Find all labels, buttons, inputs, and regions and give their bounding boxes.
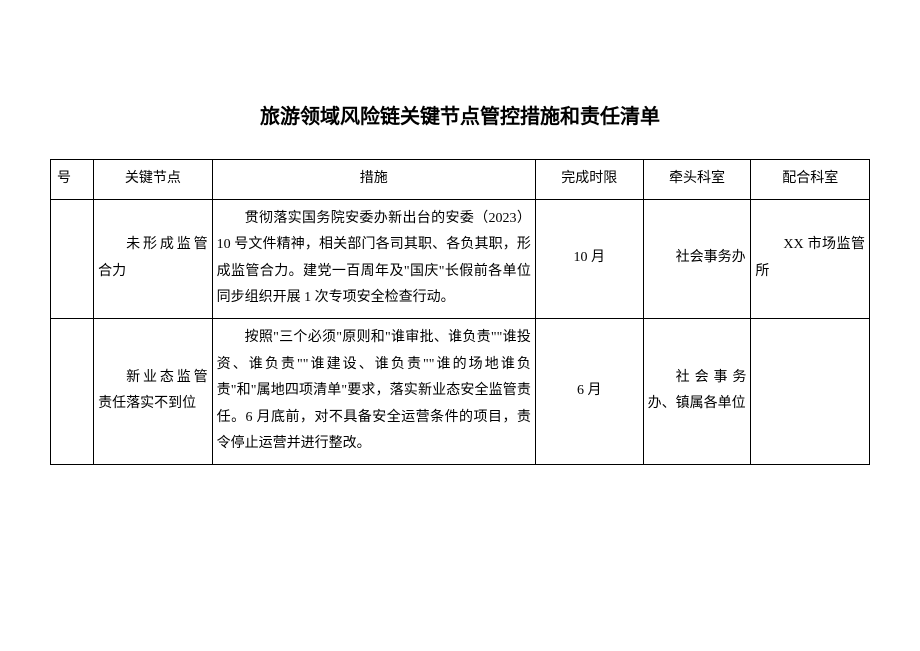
coop-text: XX 市场监管所 [755,232,865,285]
col-header-deadline: 完成时限 [535,160,643,200]
col-header-measure: 措施 [212,160,535,200]
deadline-text: 6 月 [540,378,639,405]
lead-text: 社会事务办、镇属各单位 [648,365,747,418]
col-header-node: 关键节点 [94,160,213,200]
deadline-text: 10 月 [540,245,639,272]
cell-coop: XX 市场监管所 [751,199,870,318]
cell-seq [51,318,94,464]
node-text: 新业态监管责任落实不到位 [98,365,208,418]
cell-seq [51,199,94,318]
cell-node: 新业态监管责任落实不到位 [94,318,213,464]
cell-deadline: 10 月 [535,199,643,318]
lead-text: 社会事务办 [648,245,747,272]
risk-table: 号 关键节点 措施 完成时限 牵头科室 配合科室 未形成监管合力 贯彻落实国务院… [50,159,870,465]
table-row: 新业态监管责任落实不到位 按照"三个必须"原则和"谁审批、谁负责""谁投资、谁负… [51,318,870,464]
measure-text: 贯彻落实国务院安委办新出台的安委（2023）10 号文件精神，相关部门各司其职、… [217,206,531,312]
cell-measure: 按照"三个必须"原则和"谁审批、谁负责""谁投资、谁负责""谁建设、谁负责""谁… [212,318,535,464]
cell-lead: 社会事务办 [643,199,751,318]
cell-node: 未形成监管合力 [94,199,213,318]
cell-measure: 贯彻落实国务院安委办新出台的安委（2023）10 号文件精神，相关部门各司其职、… [212,199,535,318]
measure-text: 按照"三个必须"原则和"谁审批、谁负责""谁投资、谁负责""谁建设、谁负责""谁… [217,325,531,458]
node-text: 未形成监管合力 [98,232,208,285]
cell-deadline: 6 月 [535,318,643,464]
table-header-row: 号 关键节点 措施 完成时限 牵头科室 配合科室 [51,160,870,200]
cell-lead: 社会事务办、镇属各单位 [643,318,751,464]
cell-coop [751,318,870,464]
col-header-seq: 号 [51,160,94,200]
col-header-coop: 配合科室 [751,160,870,200]
col-header-lead: 牵头科室 [643,160,751,200]
table-row: 未形成监管合力 贯彻落实国务院安委办新出台的安委（2023）10 号文件精神，相… [51,199,870,318]
page-title: 旅游领域风险链关键节点管控措施和责任清单 [50,100,870,129]
